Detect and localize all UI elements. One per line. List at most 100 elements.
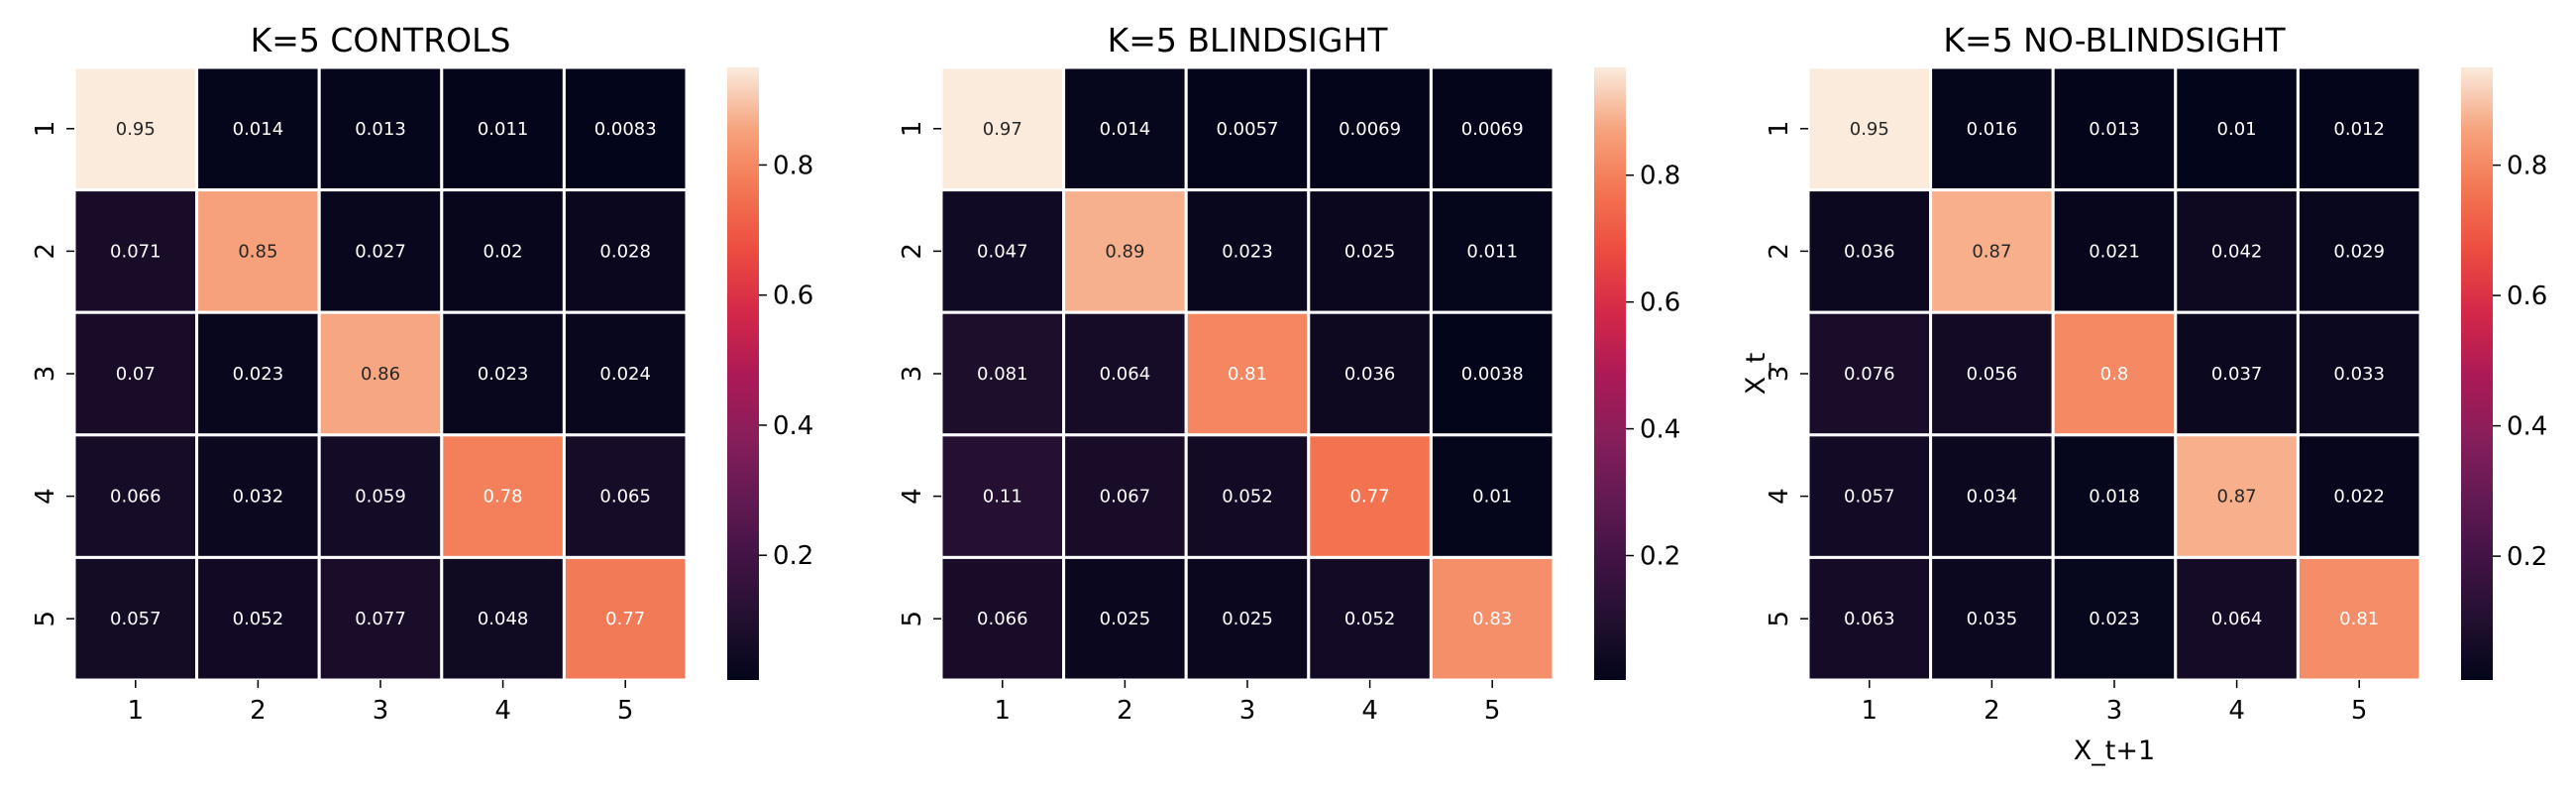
x-tick-label: 5: [1484, 696, 1501, 726]
heatmap-cell: [2051, 310, 2178, 437]
cell-value-label: 0.052: [1344, 609, 1396, 629]
cell-value-label: 0.021: [2089, 241, 2140, 262]
heatmap-cell: [2174, 188, 2300, 314]
cell-value-label: 0.025: [1222, 609, 1273, 629]
colorbar: [727, 67, 759, 680]
x-tick-label: 4: [494, 696, 511, 726]
cell-value-label: 0.024: [599, 364, 651, 385]
cell-value-label: 0.87: [2217, 487, 2257, 508]
cell-value-label: 0.85: [238, 241, 277, 262]
cell-value-label: 0.011: [478, 119, 529, 140]
heatmap-cell: [1429, 555, 1556, 682]
cell-value-label: 0.071: [110, 241, 161, 262]
cell-value-label: 0.0083: [594, 119, 657, 140]
cell-value-label: 0.066: [110, 487, 161, 508]
cell-value-label: 0.081: [977, 364, 1028, 385]
cell-value-label: 0.02: [483, 241, 523, 262]
cell-value-label: 0.034: [1967, 487, 2018, 508]
cell-value-label: 0.01: [2217, 119, 2257, 140]
heatmap-cell: [317, 433, 444, 559]
cell-value-label: 0.86: [361, 364, 400, 385]
colorbar: [2461, 67, 2493, 680]
colorbar: [1594, 67, 1626, 680]
cell-value-label: 0.076: [1844, 364, 1895, 385]
cell-value-label: 0.95: [116, 119, 156, 140]
cell-value-label: 0.067: [1100, 487, 1151, 508]
colorbar-tick-label: 0.8: [1640, 162, 1680, 191]
heatmap-cell: [195, 310, 321, 437]
y-tick-label: 5: [31, 611, 60, 627]
y-tick-label: 3: [31, 366, 60, 383]
x-tick-label: 2: [1984, 696, 2000, 726]
heatmap-cell: [2051, 65, 2178, 192]
y-tick-label: 1: [898, 121, 927, 138]
x-axis-label: X_t+1: [2074, 736, 2155, 766]
y-tick-label: 1: [31, 121, 60, 138]
cell-value-label: 0.95: [1850, 119, 1889, 140]
colorbar-tick-label: 0.2: [773, 541, 813, 571]
y-tick-label: 2: [898, 243, 927, 260]
heatmap-cell: [1307, 188, 1433, 314]
cell-value-label: 0.77: [605, 609, 645, 629]
heatmap-cell: [2174, 433, 2300, 559]
heatmap-cell: [1429, 65, 1556, 192]
cell-value-label: 0.077: [355, 609, 406, 629]
x-tick-label: 2: [250, 696, 267, 726]
cell-value-label: 0.0057: [1217, 119, 1279, 140]
y-tick-label: 4: [898, 488, 927, 505]
cell-value-label: 0.014: [233, 119, 284, 140]
cell-value-label: 0.0069: [1461, 119, 1524, 140]
cell-value-label: 0.023: [2089, 609, 2140, 629]
cell-value-label: 0.036: [1344, 364, 1396, 385]
colorbar-tick-label: 0.4: [773, 411, 813, 441]
x-tick-label: 5: [2351, 696, 2368, 726]
heatmap-cell: [2296, 188, 2422, 314]
cell-value-label: 0.014: [1100, 119, 1151, 140]
y-tick-label: 5: [898, 611, 927, 627]
cell-value-label: 0.016: [1967, 119, 2018, 140]
heatmap-cell: [2051, 555, 2178, 682]
cell-value-label: 0.064: [1100, 364, 1151, 385]
x-tick-label: 4: [2228, 696, 2245, 726]
cell-value-label: 0.056: [1967, 364, 2018, 385]
y-tick-label: 2: [1765, 243, 1794, 260]
cell-value-label: 0.97: [983, 119, 1022, 140]
chart-title: K=5 NO-BLINDSIGHT: [1943, 21, 2286, 59]
cell-value-label: 0.013: [2089, 119, 2140, 140]
cell-value-label: 0.013: [355, 119, 406, 140]
x-tick-label: 5: [617, 696, 634, 726]
heatmap-cell: [440, 310, 566, 437]
cell-value-label: 0.018: [2089, 487, 2140, 508]
cell-value-label: 0.11: [983, 487, 1022, 508]
cell-value-label: 0.029: [2333, 241, 2385, 262]
y-tick-label: 3: [898, 366, 927, 383]
colorbar-tick-label: 0.6: [1640, 288, 1680, 318]
cell-value-label: 0.064: [2211, 609, 2263, 629]
colorbar-tick-label: 0.4: [2507, 412, 2547, 442]
cell-value-label: 0.023: [478, 364, 529, 385]
cell-value-label: 0.052: [233, 609, 284, 629]
heatmap-cell: [1429, 433, 1556, 559]
colorbar-tick-label: 0.2: [2507, 542, 2547, 572]
x-tick-label: 1: [1862, 696, 1878, 726]
cell-value-label: 0.023: [233, 364, 284, 385]
heatmap-cell: [562, 433, 689, 559]
cell-value-label: 0.022: [2333, 487, 2385, 508]
colorbar-tick-label: 0.8: [2507, 152, 2547, 181]
x-tick-label: 3: [373, 696, 389, 726]
heatmap-cell: [1929, 188, 2055, 314]
cell-value-label: 0.012: [2333, 119, 2385, 140]
x-tick-label: 3: [1239, 696, 1256, 726]
heatmap-cell: [2174, 555, 2300, 682]
cell-value-label: 0.036: [1844, 241, 1895, 262]
cell-value-label: 0.028: [599, 241, 651, 262]
cell-value-label: 0.011: [1466, 241, 1518, 262]
cell-value-label: 0.89: [1105, 241, 1144, 262]
cell-value-label: 0.033: [2333, 364, 2385, 385]
heatmap-cell: [1307, 65, 1433, 192]
cell-value-label: 0.035: [1967, 609, 2018, 629]
heatmap-cell: [2296, 310, 2422, 437]
heatmap-cell: [1806, 310, 1933, 437]
